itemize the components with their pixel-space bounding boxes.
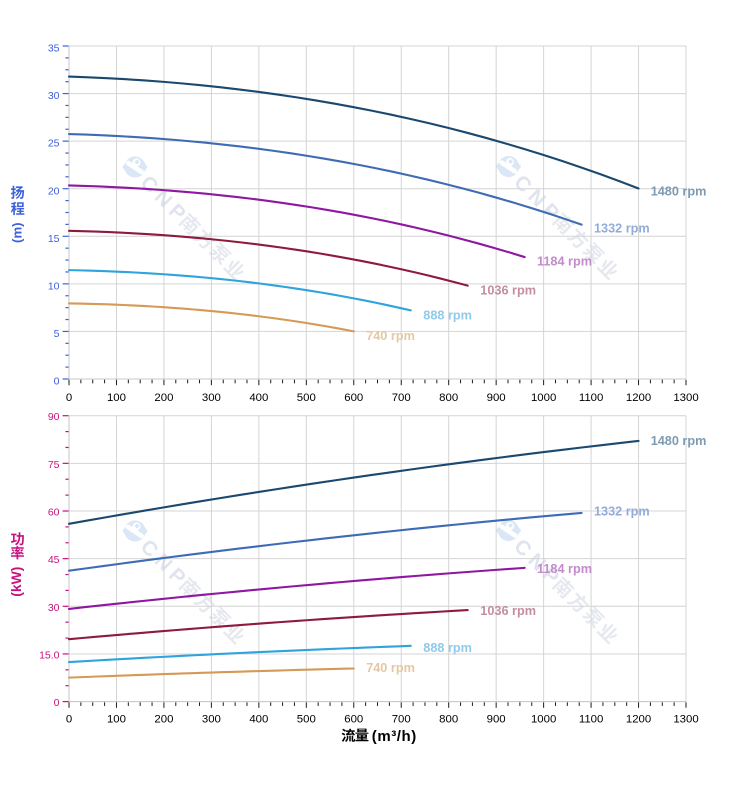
svg-text:30: 30	[48, 90, 60, 102]
svg-text:45: 45	[48, 554, 60, 566]
svg-text:500: 500	[297, 713, 316, 725]
svg-text:900: 900	[487, 392, 506, 404]
svg-text:1200: 1200	[626, 713, 651, 725]
svg-text:0: 0	[54, 697, 60, 709]
svg-text:(kW): (kW)	[8, 567, 24, 597]
svg-text:0: 0	[66, 713, 72, 725]
svg-text:1300: 1300	[673, 392, 698, 404]
svg-text:1000: 1000	[531, 713, 556, 725]
svg-text:888 rpm: 888 rpm	[423, 308, 472, 322]
svg-text:1036 rpm: 1036 rpm	[480, 283, 536, 297]
svg-text:1200: 1200	[626, 392, 651, 404]
svg-text:1100: 1100	[579, 392, 604, 404]
svg-text:1036 rpm: 1036 rpm	[480, 604, 536, 618]
svg-text:1332 rpm: 1332 rpm	[594, 222, 650, 236]
svg-text:20: 20	[48, 185, 60, 197]
svg-text:10: 10	[48, 280, 60, 292]
svg-text:100: 100	[107, 713, 126, 725]
svg-text:60: 60	[48, 507, 60, 519]
svg-text:100: 100	[107, 392, 126, 404]
svg-text:500: 500	[297, 392, 316, 404]
svg-text:0: 0	[54, 376, 60, 388]
svg-text:15.0: 15.0	[39, 649, 60, 661]
svg-text:400: 400	[249, 392, 268, 404]
svg-text:400: 400	[249, 713, 268, 725]
svg-text:1184 rpm: 1184 rpm	[537, 562, 592, 576]
svg-text:1184 rpm: 1184 rpm	[537, 255, 592, 269]
svg-text:900: 900	[487, 713, 506, 725]
svg-text:1480 rpm: 1480 rpm	[651, 434, 707, 448]
svg-text:75: 75	[48, 459, 60, 471]
svg-text:888 rpm: 888 rpm	[423, 641, 472, 655]
svg-text:1000: 1000	[531, 392, 556, 404]
svg-text:300: 300	[202, 392, 221, 404]
svg-text:200: 200	[154, 713, 173, 725]
svg-text:15: 15	[48, 233, 60, 245]
svg-text:90: 90	[48, 411, 60, 423]
svg-text:800: 800	[439, 392, 458, 404]
svg-text:800: 800	[439, 713, 458, 725]
svg-text:25: 25	[48, 138, 60, 150]
svg-text:200: 200	[154, 392, 173, 404]
svg-text:5: 5	[54, 328, 60, 340]
svg-text:(m³/h): (m³/h)	[372, 728, 417, 745]
svg-text:(m): (m)	[9, 222, 24, 243]
svg-text:1100: 1100	[579, 713, 604, 725]
svg-text:1300: 1300	[673, 713, 698, 725]
svg-text:1480 rpm: 1480 rpm	[651, 184, 707, 198]
svg-text:0: 0	[66, 392, 72, 404]
svg-text:1332 rpm: 1332 rpm	[594, 504, 650, 518]
svg-text:35: 35	[48, 43, 60, 55]
svg-text:300: 300	[202, 713, 221, 725]
svg-text:700: 700	[392, 713, 411, 725]
svg-text:600: 600	[344, 713, 363, 725]
svg-text:700: 700	[392, 392, 411, 404]
svg-text:600: 600	[344, 392, 363, 404]
svg-text:740 rpm: 740 rpm	[366, 661, 415, 675]
svg-text:740 rpm: 740 rpm	[366, 329, 415, 343]
svg-text:30: 30	[48, 602, 60, 614]
